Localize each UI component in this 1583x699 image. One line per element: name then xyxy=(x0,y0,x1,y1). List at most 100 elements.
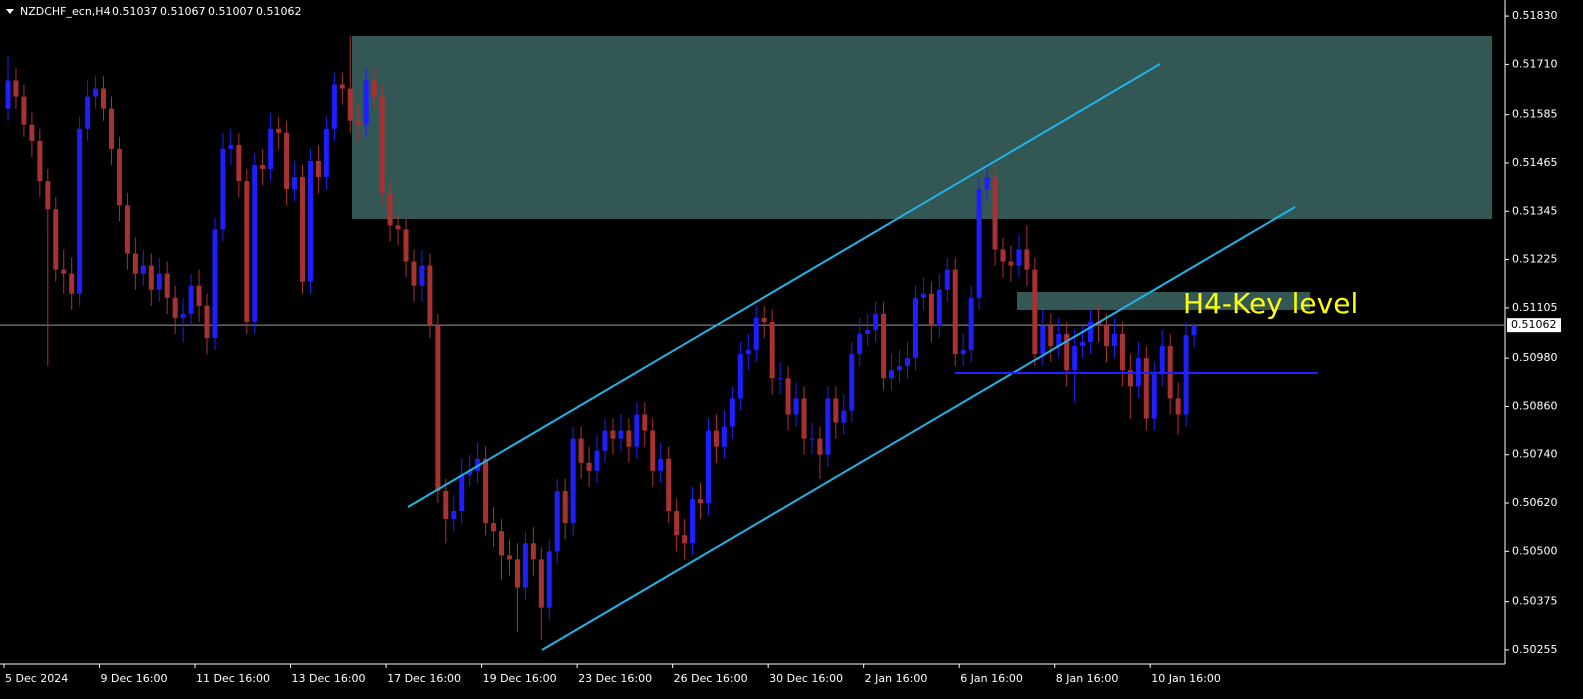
candle-body xyxy=(148,265,154,290)
candle-body xyxy=(594,450,600,471)
candle-body xyxy=(984,177,990,190)
candle-body xyxy=(1016,249,1022,266)
candle-body xyxy=(69,273,75,294)
candle-body xyxy=(944,269,950,290)
candle-body xyxy=(602,430,608,451)
candles xyxy=(5,36,1197,640)
channel-upper-line xyxy=(407,63,1161,508)
candle-body xyxy=(419,265,425,286)
candle-body xyxy=(928,293,934,326)
candle-body xyxy=(897,366,903,371)
candle-body xyxy=(1000,249,1006,262)
y-tick-label: 0.51105 xyxy=(1512,301,1558,314)
y-tick-label: 0.51465 xyxy=(1512,156,1558,169)
y-tick-label: 0.50980 xyxy=(1512,351,1558,364)
candle-body xyxy=(1072,346,1078,371)
candle-body xyxy=(960,350,966,355)
candle-body xyxy=(745,350,751,355)
candle-body xyxy=(1151,374,1157,419)
candle-body xyxy=(499,531,505,556)
menu-arrow[interactable] xyxy=(6,9,14,14)
y-tick-label: 0.51710 xyxy=(1512,57,1558,70)
candle-body xyxy=(443,490,449,520)
candle-body xyxy=(1008,261,1014,266)
candle-body xyxy=(1175,398,1181,415)
candle-body xyxy=(21,96,27,125)
candle-body xyxy=(857,334,863,355)
candle-body xyxy=(753,317,759,351)
candle-body xyxy=(626,430,632,447)
candle-body xyxy=(881,313,887,379)
candle-body xyxy=(865,329,871,335)
candle-body xyxy=(658,458,664,471)
candle-body xyxy=(37,140,43,182)
header-value: 0.51067 xyxy=(160,5,206,18)
x-tick-label: 30 Dec 16:00 xyxy=(769,672,843,685)
candle-body xyxy=(546,551,552,608)
candle-body xyxy=(769,321,775,379)
candle-body xyxy=(522,543,528,588)
candle-body xyxy=(77,128,83,294)
candle-body xyxy=(586,462,592,471)
candle-body xyxy=(180,313,186,318)
candle-body xyxy=(506,555,512,560)
channel-lower-line xyxy=(541,206,1296,651)
candle-body xyxy=(690,499,696,544)
x-tick-label: 17 Dec 16:00 xyxy=(387,672,461,685)
candle-body xyxy=(538,559,544,608)
x-tick-label: 11 Dec 16:00 xyxy=(196,672,270,685)
candle-body xyxy=(761,317,767,322)
candle-body xyxy=(347,88,353,121)
candle-body xyxy=(236,144,242,182)
candle-body xyxy=(164,273,170,298)
candle-body xyxy=(379,96,385,194)
candle-body xyxy=(952,269,958,355)
candle-body xyxy=(841,410,847,423)
candle-body xyxy=(1183,335,1189,415)
key-level-zone xyxy=(1017,292,1310,310)
candle-body xyxy=(53,209,59,270)
candle-body xyxy=(29,124,35,141)
candle-body xyxy=(729,398,735,427)
candle-body xyxy=(514,559,520,588)
symbol-title: NZDCHF_ecn,H4 xyxy=(20,5,111,18)
x-tick-label: 23 Dec 16:00 xyxy=(578,672,652,685)
candle-body xyxy=(403,229,409,262)
candle-body xyxy=(300,177,306,282)
candle-body xyxy=(873,313,879,330)
trend-lines xyxy=(407,63,1318,651)
candle-body xyxy=(1096,321,1102,326)
candle-body xyxy=(1191,325,1197,336)
candle-body xyxy=(292,177,298,190)
candle-body xyxy=(355,120,361,125)
y-tick-label: 0.50500 xyxy=(1512,544,1558,557)
candle-body xyxy=(912,297,918,359)
candle-body xyxy=(721,426,727,447)
y-tick-label: 0.51830 xyxy=(1512,9,1558,22)
candle-body xyxy=(713,430,719,447)
candle-body xyxy=(363,80,369,125)
candle-body xyxy=(1103,325,1109,347)
candle-body xyxy=(252,164,258,322)
candle-body xyxy=(682,535,688,544)
candle-body xyxy=(1056,334,1062,347)
last-price-label: 0.51062 xyxy=(1511,318,1557,331)
y-tick-label: 0.50375 xyxy=(1512,595,1558,608)
candle-body xyxy=(992,177,998,250)
candle-body xyxy=(849,354,855,411)
candle-body xyxy=(172,297,178,318)
candle-body xyxy=(554,490,560,552)
candle-body xyxy=(475,458,481,471)
candle-body xyxy=(244,181,250,322)
y-tick-label: 0.50860 xyxy=(1512,399,1558,412)
candle-body xyxy=(777,378,783,380)
candle-body xyxy=(1159,346,1165,375)
candle-body xyxy=(666,458,672,512)
candle-body xyxy=(93,88,99,97)
candle-body xyxy=(132,253,138,274)
y-tick-label: 0.51345 xyxy=(1512,204,1558,217)
candle-body xyxy=(825,398,831,455)
annotation: H4-Key level xyxy=(1183,287,1358,320)
candle-body xyxy=(578,438,584,463)
candle-body xyxy=(570,438,576,524)
